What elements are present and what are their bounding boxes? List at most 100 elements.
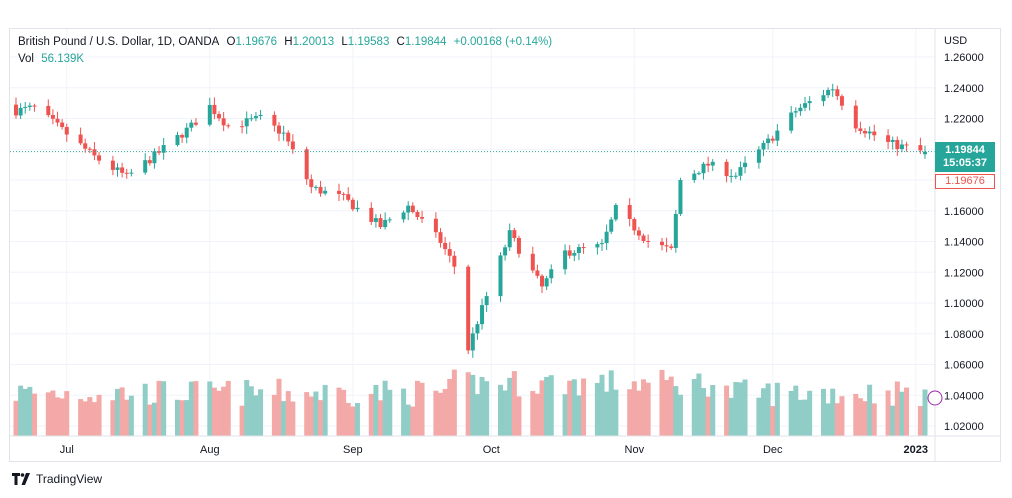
volume-bar — [22, 388, 28, 436]
volume-bar — [451, 369, 457, 436]
bar-countdown: 15:05:37 — [942, 157, 988, 169]
volume-bar — [115, 388, 121, 436]
candle-body — [563, 250, 568, 270]
candle-body — [826, 89, 831, 96]
volume-bar — [659, 369, 665, 436]
volume-bar — [239, 405, 245, 436]
candle-body — [193, 122, 198, 125]
candle-body — [863, 130, 868, 134]
candle-body — [350, 199, 355, 210]
candle-body — [756, 149, 761, 163]
open-price-tag: 1.19676 — [935, 174, 995, 189]
price-tick-label: 1.04000 — [944, 390, 984, 402]
candle-body — [447, 249, 452, 256]
candle-body — [46, 105, 51, 116]
volume-bar — [336, 387, 342, 436]
candle-body — [636, 230, 641, 236]
candle-body — [87, 148, 92, 150]
volume-bar — [373, 385, 379, 436]
volume-bar — [248, 386, 254, 436]
volume-bar — [724, 385, 730, 436]
price-tick-label: 1.26000 — [944, 52, 984, 64]
candle-body — [244, 118, 249, 127]
candle-body — [918, 145, 923, 151]
candle-body — [858, 128, 863, 131]
volume-bar — [378, 400, 384, 436]
volume-bar — [825, 403, 831, 436]
candle-body — [249, 118, 254, 120]
volume-bar — [581, 378, 587, 436]
volume-bar — [899, 391, 905, 436]
volume-bar — [216, 390, 222, 436]
volume-bar — [387, 389, 393, 436]
candle-body — [18, 107, 23, 116]
volume-bar — [857, 398, 863, 436]
candle-body — [97, 155, 102, 161]
candle-body — [226, 125, 231, 127]
volume-bar — [636, 390, 642, 436]
volume-bar — [922, 389, 928, 436]
price-tick-label: 1.10000 — [944, 298, 984, 310]
volume-bar — [147, 404, 153, 436]
candle-body — [410, 205, 415, 212]
volume-bars — [13, 369, 928, 436]
candle-body — [443, 242, 448, 250]
price-tick-label: 1.06000 — [944, 360, 984, 372]
volume-bar — [27, 386, 33, 436]
candle-body — [729, 175, 734, 177]
volume-bar — [788, 390, 794, 436]
candle-body — [535, 270, 540, 276]
volume-bar — [465, 372, 471, 436]
candle-body — [673, 214, 678, 248]
volume-marker-icon — [927, 390, 943, 406]
candle-body — [669, 246, 674, 248]
volume-bar — [271, 394, 277, 436]
volume-bar — [368, 393, 374, 436]
volume-bar — [253, 395, 259, 436]
volume-bar — [544, 376, 550, 436]
tradingview-logo[interactable]: TradingView — [12, 472, 102, 486]
volume-bar — [401, 388, 407, 436]
candle-body — [83, 143, 88, 149]
volume-bar — [442, 388, 448, 436]
volume-bar — [308, 396, 314, 436]
candle-body — [387, 219, 392, 221]
volume-bar — [322, 385, 328, 436]
volume-bar — [701, 388, 707, 436]
volume-bar — [594, 382, 600, 436]
candle-body — [904, 144, 909, 146]
candle-body — [899, 144, 904, 150]
volume-bar — [142, 383, 148, 436]
candle-body — [793, 111, 798, 113]
close-label: C — [396, 36, 405, 48]
volume-bar — [733, 381, 739, 436]
volume-bar — [119, 387, 125, 436]
candle-body — [895, 139, 900, 150]
volume-bar — [128, 395, 134, 436]
candle-body — [369, 207, 374, 222]
price-tick-label: 1.24000 — [944, 83, 984, 95]
candle-body — [613, 205, 618, 220]
candle-body — [766, 138, 771, 144]
candle-body — [120, 167, 125, 173]
volume-bar — [211, 387, 217, 436]
currency-label: USD — [944, 35, 967, 47]
volume-bar — [50, 390, 56, 436]
volume-bar — [664, 380, 670, 436]
candle-body — [378, 218, 383, 228]
tradingview-icon — [12, 473, 30, 485]
volume-bar — [45, 392, 51, 436]
candle-body — [309, 179, 314, 188]
candle-body — [277, 125, 282, 134]
volume-bar — [820, 388, 826, 436]
candle-body — [207, 104, 212, 125]
volume-bar — [405, 404, 411, 436]
volume-bar — [497, 384, 503, 436]
candle-body — [32, 105, 37, 107]
candle-body — [733, 175, 738, 177]
volume-bar — [345, 402, 351, 436]
candle-body — [498, 255, 503, 297]
volume-bar — [862, 401, 868, 436]
volume-bar — [188, 381, 194, 436]
